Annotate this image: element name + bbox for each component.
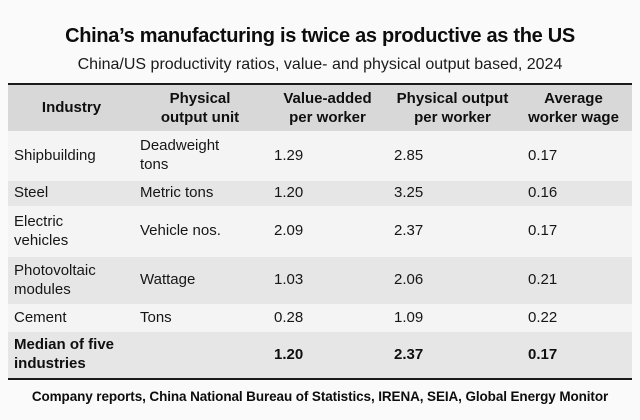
table-row-photovoltaic-modules: Photovoltaic modules Wattage 1.03 2.06 0… (8, 257, 632, 304)
cell-industry: Electric vehicles (14, 212, 69, 249)
column-header-industry: Industry (41, 99, 102, 117)
cell-wage: 0.17 (528, 222, 558, 240)
table-row-median: Median of five industries 1.20 2.37 0.17 (8, 332, 632, 379)
cell-value-added: 1.20 (274, 184, 304, 202)
cell-unit: Deadweight tons (140, 137, 220, 173)
cell-unit: Vehicle nos. (140, 222, 221, 240)
cell-industry: Cement (14, 308, 67, 326)
cell-wage: 0.21 (528, 271, 558, 289)
cell-wage: 0.16 (528, 184, 558, 202)
chart-title: China’s manufacturing is twice as produc… (65, 25, 575, 47)
cell-value-added: 1.29 (274, 146, 304, 164)
header-row: Industry Physical output unit Value-adde… (8, 84, 632, 131)
cell-value-added: 2.09 (274, 222, 304, 240)
cell-industry: Shipbuilding (14, 146, 96, 164)
cell-unit: Wattage (140, 271, 196, 289)
table-row-electric-vehicles: Electric vehicles Vehicle nos. 2.09 2.37… (8, 206, 632, 257)
cell-physical-output: 1.09 (394, 308, 424, 326)
cell-value-added: 0.28 (274, 308, 304, 326)
cell-physical-output: 2.85 (394, 146, 424, 164)
cell-wage: 0.22 (528, 308, 558, 326)
table-row-shipbuilding: Shipbuilding Deadweight tons 1.29 2.85 0… (8, 131, 632, 181)
cell-industry: Median of five industries (14, 336, 115, 372)
source-line: Company reports, China National Bureau o… (31, 389, 609, 404)
cell-physical-output: 2.06 (394, 271, 424, 289)
cell-physical-output: 3.25 (394, 184, 424, 202)
chart-subtitle: China/US productivity ratios, value- and… (77, 56, 563, 73)
column-header-physical-output-unit: Physical output unit (160, 89, 240, 126)
cell-industry: Photovoltaic modules (14, 261, 96, 298)
column-header-average-worker-wage: Average worker wage (528, 89, 619, 126)
cell-unit: Tons (140, 308, 172, 326)
cell-unit (135, 332, 265, 379)
productivity-table: Industry Physical output unit Value-adde… (8, 83, 632, 380)
cell-wage: 0.17 (528, 345, 558, 363)
cell-wage: 0.17 (528, 146, 558, 164)
column-header-physical-output-per-worker: Physical output per worker (396, 89, 509, 126)
cell-unit: Metric tons (140, 184, 214, 202)
column-header-value-added-per-worker: Value-added per worker (283, 89, 372, 126)
cell-physical-output: 2.37 (394, 222, 424, 240)
cell-value-added: 1.03 (274, 271, 304, 289)
table-row-cement: Cement Tons 0.28 1.09 0.22 (8, 304, 632, 332)
cell-industry: Steel (14, 184, 49, 202)
table-row-steel: Steel Metric tons 1.20 3.25 0.16 (8, 181, 632, 206)
cell-value-added: 1.20 (274, 345, 304, 363)
cell-physical-output: 2.37 (394, 345, 424, 363)
